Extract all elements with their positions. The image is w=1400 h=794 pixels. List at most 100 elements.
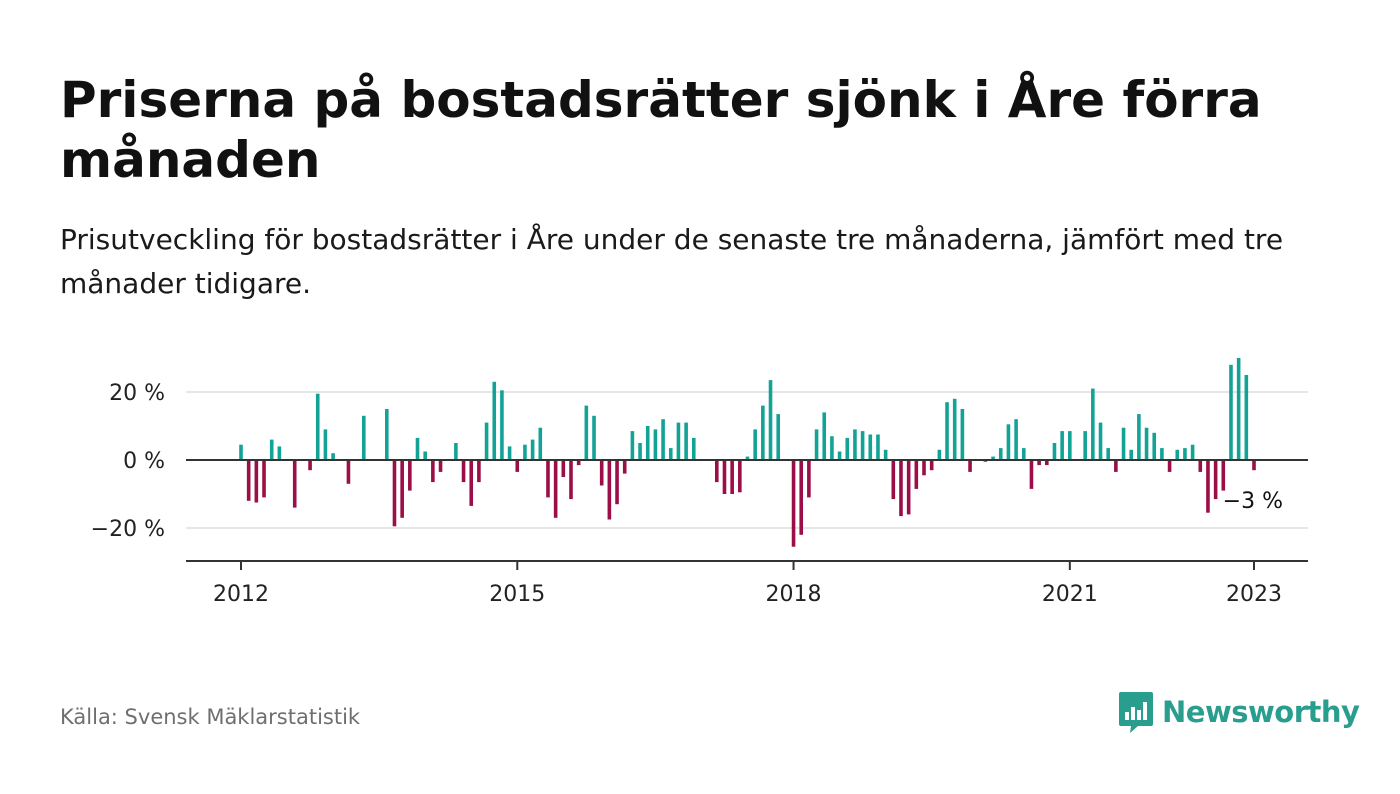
bar-2022-12 (1244, 375, 1249, 460)
bar-2016-12 (691, 437, 696, 460)
bar-2020-04 (998, 448, 1003, 460)
bar-2013-12 (415, 437, 420, 460)
bar-2014-06 (461, 460, 466, 483)
x-tick-label: 2015 (489, 582, 545, 607)
bar-2017-08 (753, 429, 757, 460)
bar-2020-06 (1014, 419, 1018, 460)
bar-2015-07 (561, 460, 566, 477)
bar-2022-06 (1198, 460, 1203, 472)
bar-2018-06 (830, 436, 834, 460)
bar-2018-03 (807, 460, 811, 498)
bar-2021-10 (1137, 414, 1141, 460)
bar-2017-04 (722, 460, 727, 494)
bar-2012-11 (315, 393, 320, 460)
bar-2016-11 (684, 422, 688, 460)
bar-2021-08 (1121, 427, 1126, 460)
bar-chart: 20 % 0 % −20 % 2012 2015 2018 2021 2023 −3 % (91, 358, 1308, 607)
bar-2016-10 (676, 422, 681, 460)
bar-2019-09 (945, 402, 949, 460)
bar-2015-08 (569, 460, 573, 500)
bar-2016-07 (653, 429, 658, 460)
bar-2019-12 (968, 460, 972, 472)
chart-subtitle: Prisutveckling för bostadsrätter i Åre u… (60, 223, 1284, 300)
bar-2018-12 (876, 434, 880, 460)
bar-2014-07 (469, 460, 474, 506)
bar-2017-07 (745, 456, 750, 460)
y-tick-label: 0 % (123, 449, 165, 474)
bar-2016-09 (668, 448, 673, 460)
bar-2012-02 (246, 460, 251, 501)
bar-2012-12 (323, 429, 328, 460)
bar-2019-03 (899, 460, 903, 517)
bar-2012-05 (269, 439, 274, 460)
bar-2020-10 (1045, 460, 1049, 466)
bar-2021-04 (1091, 388, 1095, 460)
bar-2015-01 (515, 460, 520, 472)
brand-name: Newsworthy (1162, 695, 1360, 729)
bar-chart-speech-bubble-icon (1119, 692, 1153, 733)
bar-2019-08 (937, 449, 942, 460)
bar-2020-03 (991, 456, 995, 460)
bar-2021-06 (1106, 448, 1110, 460)
bar-2014-08 (477, 460, 481, 483)
bar-2023-01 (1252, 460, 1256, 471)
bar-2022-10 (1229, 364, 1233, 460)
bar-2013-01 (331, 453, 335, 460)
bar-2015-12 (599, 460, 604, 486)
bar-2016-02 (615, 460, 619, 505)
bar-2019-05 (914, 460, 919, 489)
bar-2020-07 (1021, 448, 1026, 460)
source-note: Källa: Svensk Mäklarstatistik (60, 705, 361, 729)
grid-lines (186, 391, 1308, 529)
bar-2021-03 (1083, 431, 1087, 460)
bar-2022-05 (1190, 444, 1195, 460)
bar-2014-01 (423, 451, 427, 460)
bar-2016-08 (661, 419, 665, 460)
bar-2022-11 (1236, 358, 1241, 460)
y-tick-label: 20 % (109, 381, 165, 406)
bar-2022-07 (1206, 460, 1210, 513)
y-tick-label: −20 % (91, 517, 165, 542)
x-tick-label: 2012 (213, 582, 269, 607)
bar-2017-11 (776, 414, 780, 460)
bar-2012-10 (308, 460, 312, 471)
bar-2018-07 (837, 451, 842, 460)
bar-2013-10 (400, 460, 404, 518)
bar-2020-11 (1052, 443, 1057, 460)
bar-2016-01 (607, 460, 612, 520)
bar-2016-06 (645, 426, 650, 460)
bar-2015-09 (576, 460, 581, 466)
bar-2020-12 (1060, 431, 1064, 460)
bar-2014-09 (484, 422, 489, 460)
bar-2012-03 (254, 460, 259, 503)
bar-2017-03 (715, 460, 719, 483)
bar-2017-05 (730, 460, 734, 494)
bar-2017-10 (768, 380, 773, 460)
bar-2022-03 (1175, 449, 1180, 460)
bar-2014-05 (454, 443, 458, 460)
bar-2015-06 (553, 460, 558, 518)
bar-2016-05 (638, 443, 642, 460)
bar-2016-04 (630, 431, 635, 460)
bar-2020-09 (1037, 460, 1041, 466)
bar-2021-11 (1144, 427, 1149, 460)
bar-2012-01 (239, 444, 243, 460)
bar-2015-04 (538, 427, 543, 460)
tick-labels: 20 % 0 % −20 % 2012 2015 2018 2021 2023 −3 % (91, 381, 1286, 607)
bar-2018-01 (791, 460, 796, 547)
bar-2018-05 (822, 412, 827, 460)
bar-2017-09 (761, 405, 765, 460)
bar-2018-08 (845, 437, 850, 460)
bars (239, 358, 1256, 547)
bar-2019-06 (922, 460, 926, 476)
bar-2021-09 (1129, 449, 1134, 460)
bar-2022-08 (1213, 460, 1218, 500)
bar-2019-04 (906, 460, 911, 515)
bar-2016-03 (622, 460, 627, 474)
bar-2019-10 (952, 398, 957, 460)
bar-2013-05 (361, 415, 366, 460)
last-value-annotation: −3 % (1223, 489, 1283, 514)
bar-2018-10 (860, 431, 865, 460)
bar-2012-06 (277, 446, 282, 460)
bar-2021-12 (1152, 432, 1157, 460)
